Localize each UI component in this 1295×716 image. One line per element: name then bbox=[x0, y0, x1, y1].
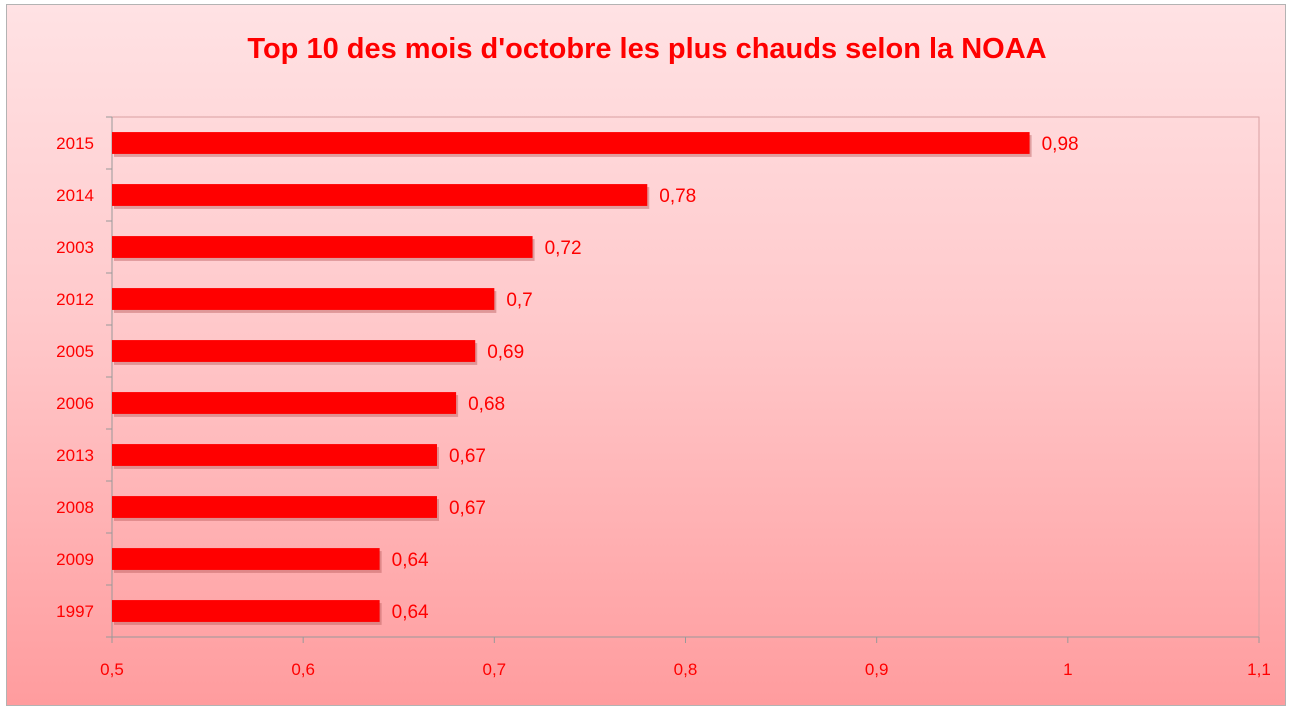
category-label: 2008 bbox=[56, 498, 94, 517]
category-label: 2003 bbox=[56, 238, 94, 257]
chart-title: Top 10 des mois d'octobre les plus chaud… bbox=[247, 33, 1047, 65]
bar bbox=[112, 444, 437, 466]
x-tick-label: 0,6 bbox=[291, 660, 315, 679]
category-label: 2013 bbox=[56, 446, 94, 465]
data-label: 0,98 bbox=[1042, 134, 1079, 155]
category-label: 2009 bbox=[56, 550, 94, 569]
x-tick-label: 0,8 bbox=[674, 660, 698, 679]
x-tick-label: 1,1 bbox=[1247, 660, 1271, 679]
bar bbox=[112, 184, 648, 206]
bar bbox=[112, 496, 437, 518]
data-label: 0,68 bbox=[468, 394, 505, 415]
bar bbox=[112, 132, 1030, 154]
bar bbox=[112, 600, 380, 622]
category-label: 2015 bbox=[56, 134, 94, 153]
bar bbox=[112, 340, 476, 362]
bar bbox=[112, 288, 495, 310]
bar bbox=[112, 548, 380, 570]
data-label: 0,64 bbox=[392, 550, 429, 571]
bar bbox=[112, 392, 457, 414]
x-tick-label: 0,5 bbox=[100, 660, 124, 679]
category-label: 2012 bbox=[56, 290, 94, 309]
data-label: 0,7 bbox=[506, 290, 532, 311]
category-label: 2006 bbox=[56, 394, 94, 413]
chart-plot: 0,5 0,6 0,7 0,8 0,9 1 1,1 2015 0,98 2014 0,78 2003 0… bbox=[56, 116, 1271, 679]
x-tick-label: 1 bbox=[1063, 660, 1072, 679]
category-label: 2005 bbox=[56, 342, 94, 361]
data-label: 0,78 bbox=[659, 186, 696, 207]
data-label: 0,69 bbox=[487, 342, 524, 363]
x-tick-label: 0,9 bbox=[865, 660, 889, 679]
x-tick-label: 0,7 bbox=[483, 660, 507, 679]
category-label: 2014 bbox=[56, 186, 94, 205]
data-label: 0,67 bbox=[449, 498, 486, 519]
category-label: 1997 bbox=[56, 602, 94, 621]
bar bbox=[112, 236, 533, 258]
data-label: 0,72 bbox=[545, 238, 582, 259]
data-label: 0,67 bbox=[449, 446, 486, 467]
data-label: 0,64 bbox=[392, 602, 429, 623]
chart-frame: Top 10 des mois d'octobre les plus chaud… bbox=[6, 4, 1286, 706]
